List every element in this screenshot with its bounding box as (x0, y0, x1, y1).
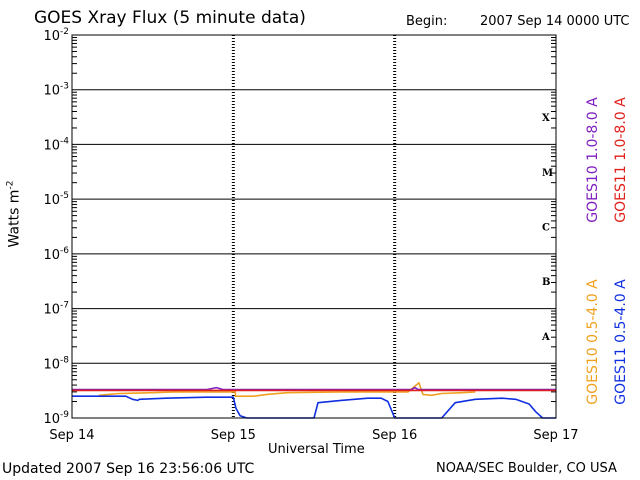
grid-lines (72, 35, 556, 418)
flare-class-x: X (542, 113, 550, 124)
y-tick-base: 10 (43, 412, 60, 427)
y-tick-exponent: -5 (60, 191, 69, 201)
y-tick-label: 10-9 (43, 410, 69, 427)
y-tick-base: 10 (43, 357, 60, 372)
y-tick-label: 10-2 (43, 27, 69, 44)
legend-entry-goes11-1-0-8-0-a: GOES11 1.0-8.0 A (613, 97, 629, 223)
y-tick-label: 10-7 (43, 301, 69, 318)
x-tick-label: Sep 17 (533, 428, 578, 443)
y-tick-label: 10-5 (43, 191, 69, 208)
legend-entry-goes10-1-0-8-0-a: GOES10 1.0-8.0 A (585, 97, 601, 223)
x-tick-label: Sep 16 (372, 428, 417, 443)
y-axis-label: Watts m-2 (5, 180, 23, 248)
legend-entry-goes10-0-5-4-0-a: GOES10 0.5-4.0 A (585, 279, 601, 405)
y-tick-labels: 10-210-310-410-510-610-710-810-9 (43, 27, 69, 427)
y-tick-label: 10-4 (43, 136, 69, 153)
x-tick-label: Sep 14 (49, 428, 94, 443)
y-tick-base: 10 (43, 193, 60, 208)
y-tick-exponent: -2 (60, 27, 69, 37)
y-tick-exponent: -6 (60, 246, 69, 256)
y-axis-label-base: Watts m (6, 189, 23, 248)
updated-text: Updated 2007 Sep 16 23:56:06 UTC (2, 461, 255, 477)
y-tick-exponent: -7 (60, 301, 69, 311)
y-tick-exponent: -9 (60, 410, 69, 420)
y-tick-exponent: -3 (60, 82, 69, 92)
y-tick-label: 10-8 (43, 355, 69, 372)
y-tick-base: 10 (43, 29, 60, 44)
x-tick-labels: Sep 14 Sep 15 Sep 16 Sep 17 (49, 428, 578, 443)
flare-class-b: B (542, 277, 550, 288)
plot-frame (71, 34, 557, 419)
y-tick-base: 10 (43, 248, 60, 263)
begin-label: Begin: (406, 14, 448, 29)
flare-class-c: C (542, 223, 550, 234)
y-axis-label-exponent: -2 (5, 180, 16, 190)
x-axis-label: Universal Time (268, 442, 365, 457)
y-tick-label: 10-6 (43, 246, 69, 263)
legend-entry-goes11-0-5-4-0-a: GOES11 0.5-4.0 A (613, 279, 629, 405)
series-lines (72, 382, 556, 419)
chart-title: GOES Xray Flux (5 minute data) (34, 8, 306, 28)
begin-value: 2007 Sep 14 0000 UTC (480, 14, 630, 29)
y-tick-base: 10 (43, 138, 60, 153)
y-tick-exponent: -4 (60, 136, 69, 146)
x-tick-label: Sep 15 (211, 428, 256, 443)
flare-class-a: A (541, 332, 550, 343)
y-tick-base: 10 (43, 303, 60, 318)
series-line-goes10-0-5-4-0-a (98, 382, 476, 397)
flare-class-labels: X M C B A (541, 113, 553, 343)
series-line-goes10-1-0-8-0-a (72, 386, 556, 391)
legend: GOES10 1.0-8.0 A GOES11 1.0-8.0 A GOES10 0… (585, 97, 629, 405)
y-tick-exponent: -8 (60, 355, 69, 365)
credit-text: NOAA/SEC Boulder, CO USA (436, 461, 617, 476)
series-line-goes11-0-5-4-0-a (72, 395, 556, 419)
y-tick-base: 10 (43, 84, 60, 99)
y-tick-label: 10-3 (43, 82, 69, 99)
flare-class-m: M (542, 168, 553, 179)
